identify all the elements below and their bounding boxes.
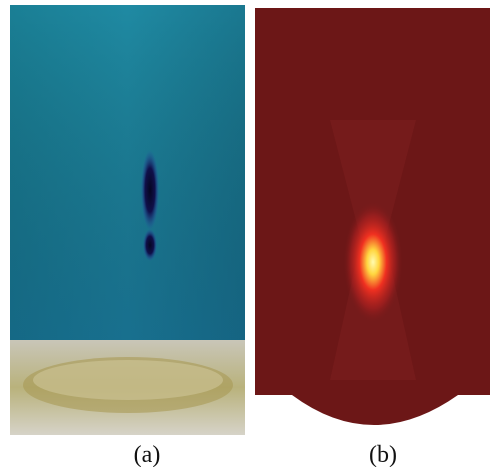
panel-label: (b): [369, 442, 397, 467]
panel-b-image: [255, 8, 490, 425]
panel-label: (a): [134, 442, 161, 467]
panel-a-image: [10, 5, 245, 435]
